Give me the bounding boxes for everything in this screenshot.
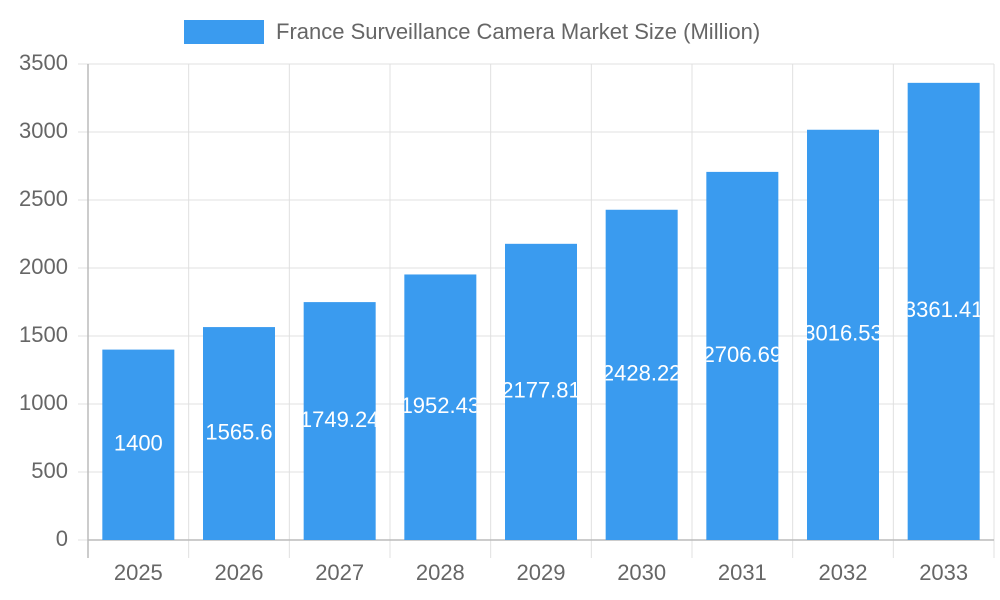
data-label: 1952.43 xyxy=(401,393,481,418)
data-label: 1400 xyxy=(114,431,163,456)
data-label: 1749.24 xyxy=(300,407,380,432)
bar xyxy=(505,243,577,540)
x-tick-label: 2032 xyxy=(819,560,868,585)
data-label: 2706.69 xyxy=(703,342,783,367)
y-tick-label: 500 xyxy=(31,458,68,483)
data-label: 3361.41 xyxy=(904,297,984,322)
bar xyxy=(404,274,477,540)
y-tick-label: 2500 xyxy=(19,186,68,211)
data-label: 3016.53 xyxy=(803,321,883,346)
bar xyxy=(303,302,376,540)
bar xyxy=(807,129,879,540)
x-tick-label: 2030 xyxy=(617,560,666,585)
y-tick-label: 2000 xyxy=(19,254,68,279)
data-label: 2428.22 xyxy=(602,361,682,386)
data-label: 1565.6 xyxy=(205,419,272,444)
y-tick-label: 1500 xyxy=(19,322,68,347)
bar xyxy=(102,349,175,540)
legend-label: France Surveillance Camera Market Size (… xyxy=(276,19,760,44)
y-tick-label: 3000 xyxy=(19,118,68,143)
y-tick-label: 0 xyxy=(56,526,68,551)
y-tick-label: 1000 xyxy=(19,390,68,415)
x-tick-label: 2026 xyxy=(215,560,264,585)
x-tick-label: 2031 xyxy=(718,560,767,585)
y-tick-label: 3500 xyxy=(19,50,68,75)
x-tick-label: 2025 xyxy=(114,560,163,585)
legend-swatch xyxy=(184,20,264,44)
x-tick-label: 2033 xyxy=(919,560,968,585)
bar xyxy=(605,209,678,540)
bar xyxy=(706,171,779,540)
bar xyxy=(907,82,980,541)
x-tick-label: 2028 xyxy=(416,560,465,585)
x-tick-label: 2027 xyxy=(315,560,364,585)
x-tick-label: 2029 xyxy=(517,560,566,585)
bar xyxy=(203,327,275,540)
data-label: 2177.81 xyxy=(501,378,581,403)
